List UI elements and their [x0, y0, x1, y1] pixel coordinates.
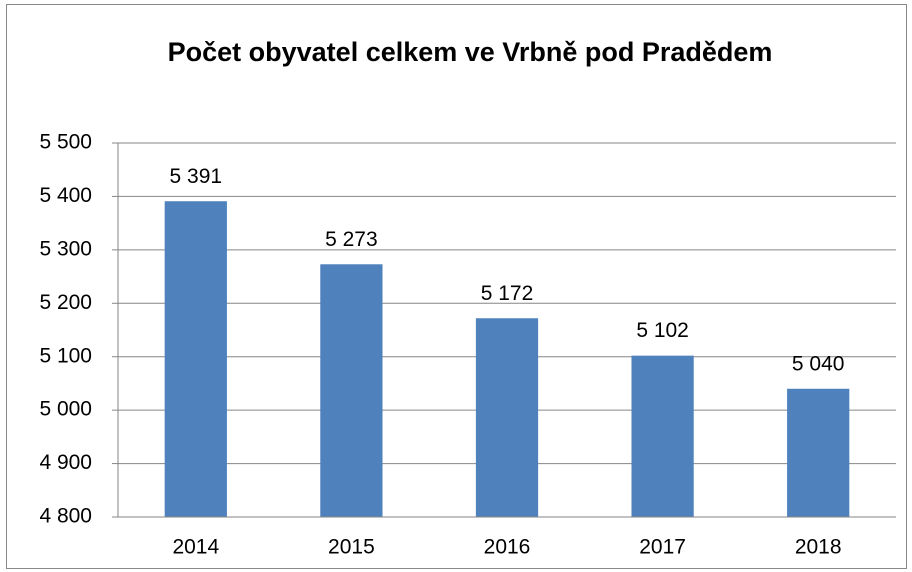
x-tick-label: 2015 — [328, 536, 375, 559]
chart-title: Počet obyvatel celkem ve Vrbně pod Pradě… — [167, 37, 773, 67]
data-label: 5 102 — [636, 319, 689, 342]
y-tick-label: 5 100 — [39, 344, 92, 367]
data-label: 5 391 — [170, 165, 223, 188]
x-tick-label: 2018 — [795, 536, 842, 559]
y-tick-label: 5 500 — [39, 131, 92, 154]
y-tick-label: 5 400 — [39, 184, 92, 207]
y-tick-label: 5 300 — [39, 237, 92, 260]
y-tick-label: 5 200 — [39, 291, 92, 314]
data-label: 5 273 — [325, 228, 378, 251]
y-tick-label: 5 000 — [39, 398, 92, 421]
y-tick-label: 4 800 — [39, 505, 92, 528]
x-tick-label: 2014 — [172, 536, 219, 559]
bar — [320, 264, 383, 517]
x-tick-label: 2016 — [484, 536, 531, 559]
x-tick-label: 2017 — [639, 536, 686, 559]
data-label: 5 172 — [481, 282, 534, 305]
data-label: 5 040 — [792, 352, 845, 375]
bar — [787, 388, 850, 517]
y-tick-label: 4 900 — [39, 451, 92, 474]
bar — [631, 355, 694, 517]
chart-border — [6, 4, 907, 569]
bar — [164, 201, 227, 518]
bar — [475, 318, 539, 517]
